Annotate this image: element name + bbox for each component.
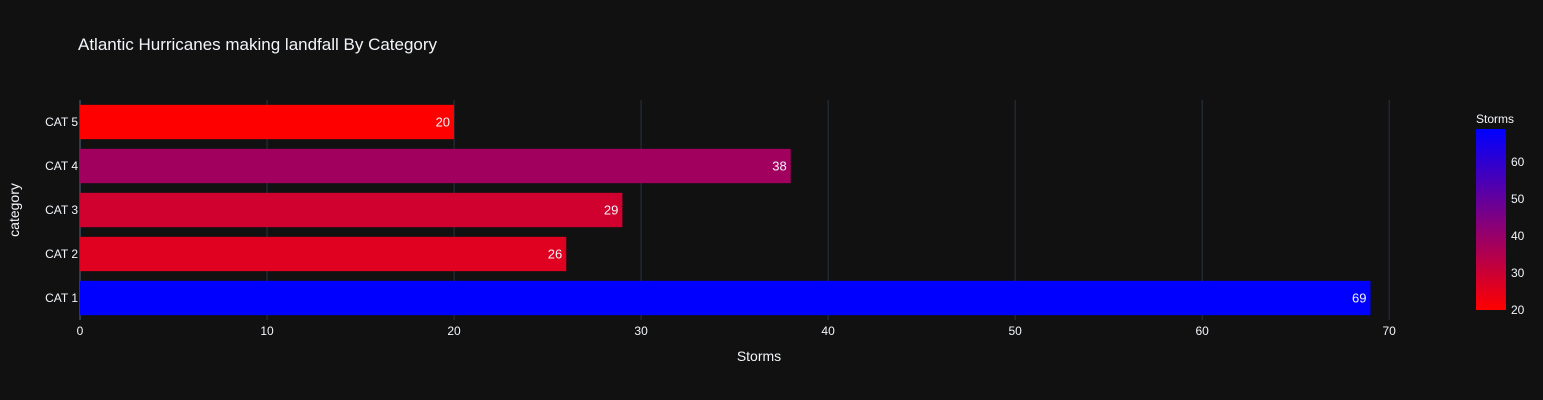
bar[interactable] (80, 236, 567, 272)
x-axis-title: Storms (737, 348, 781, 364)
colorbar-title: Storms (1476, 112, 1514, 126)
x-tick-label: 40 (821, 324, 835, 338)
colorbar-ticks: 20 30 40 50 60 (1511, 155, 1525, 317)
bar[interactable] (80, 280, 1371, 316)
data-labels: 69 26 29 38 20 (436, 115, 1367, 306)
bar-value-label: 69 (1352, 291, 1366, 306)
bars (80, 104, 1371, 316)
y-axis-ticks: CAT 1 CAT 2 CAT 3 CAT 4 CAT 5 (45, 115, 78, 305)
colorbar-gradient (1476, 129, 1506, 310)
colorbar-tick-label: 50 (1511, 192, 1525, 206)
colorbar: Storms 20 30 40 50 60 (1476, 112, 1525, 317)
x-tick-label: 50 (1008, 324, 1022, 338)
bar-value-label: 26 (548, 247, 562, 262)
bar[interactable] (80, 148, 791, 184)
y-tick-label: CAT 1 (45, 291, 78, 305)
x-tick-label: 20 (447, 324, 461, 338)
colorbar-tick-label: 20 (1511, 303, 1525, 317)
x-tick-label: 10 (260, 324, 274, 338)
x-tick-label: 70 (1383, 324, 1397, 338)
y-tick-label: CAT 2 (45, 247, 78, 261)
bar-value-label: 38 (772, 159, 786, 174)
bar-value-label: 20 (436, 115, 450, 130)
x-axis-ticks: 0 10 20 30 40 50 60 70 (77, 324, 1397, 338)
colorbar-tick-label: 40 (1511, 229, 1525, 243)
colorbar-tick-label: 30 (1511, 266, 1525, 280)
x-tick-label: 30 (634, 324, 648, 338)
y-tick-label: CAT 4 (45, 159, 78, 173)
colorbar-tick-label: 60 (1511, 155, 1525, 169)
chart-title: Atlantic Hurricanes making landfall By C… (78, 35, 438, 54)
x-tick-label: 60 (1195, 324, 1209, 338)
y-tick-label: CAT 3 (45, 203, 78, 217)
y-tick-label: CAT 5 (45, 115, 78, 129)
x-tick-label: 0 (77, 324, 84, 338)
bar[interactable] (80, 192, 623, 228)
y-axis-title: category (6, 183, 22, 237)
bar-value-label: 29 (604, 203, 618, 218)
bar[interactable] (80, 104, 455, 140)
